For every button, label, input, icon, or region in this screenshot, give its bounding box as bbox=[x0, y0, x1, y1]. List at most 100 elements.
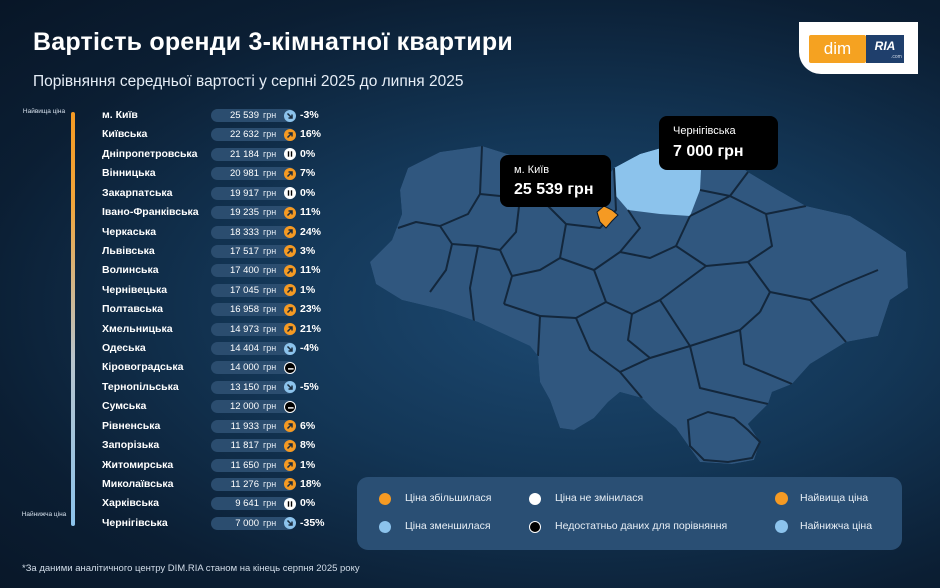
arrow-up-icon bbox=[284, 303, 296, 316]
price-change: 1% bbox=[300, 458, 316, 471]
arrow-up-icon bbox=[284, 264, 296, 277]
price-change: 8% bbox=[300, 439, 316, 452]
price-pill bbox=[211, 147, 295, 161]
region-name: Одеська bbox=[102, 342, 146, 355]
price-unit: грн bbox=[263, 381, 277, 392]
map-region-kyiv-city bbox=[596, 205, 619, 229]
region-name: м. Київ bbox=[102, 109, 138, 121]
price-value: 17 517 bbox=[229, 245, 259, 257]
region-name: Полтавська bbox=[102, 303, 163, 316]
legend-panel: Ціна збільшилася Ціна зменшилася Ціна не… bbox=[357, 477, 902, 550]
table-row: Полтавська 16 958 грн 23% bbox=[0, 300, 340, 319]
lowest-dot-icon bbox=[775, 520, 788, 533]
callout-highest-value: 25 539 грн bbox=[514, 181, 594, 198]
minus-icon bbox=[284, 400, 296, 413]
price-unit: грн bbox=[263, 323, 277, 334]
price-value: 14 404 bbox=[229, 343, 259, 355]
price-pill bbox=[211, 380, 295, 394]
table-row: Хмельницька 14 973 грн 21% bbox=[0, 320, 340, 339]
region-name: Вінницька bbox=[102, 167, 156, 180]
table-row: Чернівецька 17 045 грн 1% bbox=[0, 281, 340, 300]
region-name: Чернігівська bbox=[102, 516, 168, 529]
logo-ria-text: RIA bbox=[866, 35, 904, 63]
price-pill bbox=[211, 128, 295, 142]
region-name: Рівненська bbox=[102, 419, 161, 432]
arrow-up-icon bbox=[284, 459, 296, 472]
legend-nodata: Недостатньо даних для порівняння bbox=[555, 520, 728, 532]
footnote: *За даними аналітичного центру DIM.RIA с… bbox=[22, 563, 360, 574]
price-pill bbox=[211, 342, 295, 356]
price-pill bbox=[211, 186, 295, 200]
price-change: -4% bbox=[300, 342, 319, 355]
price-unit: грн bbox=[263, 420, 277, 431]
minus-icon bbox=[529, 521, 541, 533]
price-unit: грн bbox=[263, 284, 277, 295]
region-name: Київська bbox=[102, 128, 148, 141]
price-pill bbox=[211, 400, 295, 414]
arrow-down-icon bbox=[284, 109, 296, 122]
price-unit: грн bbox=[263, 129, 277, 140]
page-title: Вартість оренди 3-кімнатної квартири bbox=[33, 28, 513, 56]
table-row: Житомирська 11 650 грн 1% bbox=[0, 456, 340, 475]
arrow-up-icon bbox=[284, 167, 296, 180]
pause-icon bbox=[284, 148, 296, 161]
price-pill bbox=[211, 244, 295, 258]
scale-bottom-label: Найнижча ціна bbox=[21, 511, 67, 518]
price-change: -5% bbox=[300, 380, 319, 393]
price-change: 11% bbox=[300, 206, 321, 219]
price-unit: грн bbox=[263, 517, 277, 528]
price-change: 23% bbox=[300, 303, 322, 316]
pause-icon bbox=[284, 497, 296, 510]
price-value: 13 150 bbox=[229, 381, 259, 393]
table-row: Вінницька 20 981 грн 7% bbox=[0, 164, 340, 183]
price-unit: грн bbox=[263, 459, 277, 470]
region-name: Харківська bbox=[102, 497, 160, 510]
price-change: 0% bbox=[300, 497, 316, 510]
arrow-down-icon bbox=[379, 521, 391, 533]
callout-lowest-name: Чернігівська bbox=[673, 125, 736, 137]
arrow-up-icon bbox=[284, 128, 296, 141]
price-value: 19 235 bbox=[229, 207, 259, 219]
price-value: 14 000 bbox=[229, 362, 259, 374]
price-change: 3% bbox=[300, 244, 316, 257]
table-row: Сумська 12 000 грн bbox=[0, 397, 340, 416]
price-change: 6% bbox=[300, 419, 316, 432]
price-pill bbox=[211, 439, 295, 453]
arrow-up-icon bbox=[284, 323, 296, 336]
price-change: 0% bbox=[300, 147, 316, 160]
price-pill bbox=[211, 109, 295, 122]
price-value: 18 333 bbox=[229, 226, 259, 238]
price-pill bbox=[211, 516, 295, 530]
table-row: Харківська 9 641 грн 0% bbox=[0, 494, 340, 513]
price-pill bbox=[211, 225, 295, 239]
callout-lowest: Чернігівська 7 000 грн bbox=[659, 116, 778, 170]
price-unit: грн bbox=[263, 187, 277, 198]
price-change: 16% bbox=[300, 128, 322, 141]
price-pill bbox=[211, 458, 295, 472]
price-scale-gradient bbox=[71, 112, 75, 526]
arrow-up-icon bbox=[284, 478, 296, 491]
price-pill bbox=[211, 264, 295, 278]
dimria-logo[interactable]: dim RIA .com bbox=[799, 22, 918, 74]
region-name: Кіровоградська bbox=[102, 361, 184, 374]
table-row: Дніпропетровська 21 184 грн 0% bbox=[0, 145, 340, 164]
legend-lowest: Найнижча ціна bbox=[800, 520, 873, 532]
table-row: Черкаська 18 333 грн 24% bbox=[0, 223, 340, 242]
price-unit: грн bbox=[263, 440, 277, 451]
logo-com-text: .com bbox=[891, 54, 902, 60]
arrow-up-icon bbox=[284, 420, 296, 433]
arrow-down-icon bbox=[284, 381, 296, 394]
callout-highest-name: м. Київ bbox=[514, 164, 550, 176]
page-subtitle: Порівняння середньої вартості у серпні 2… bbox=[33, 73, 464, 90]
price-value: 20 981 bbox=[229, 168, 259, 180]
price-unit: грн bbox=[263, 245, 277, 256]
price-unit: грн bbox=[263, 265, 277, 276]
price-value: 19 917 bbox=[229, 187, 259, 199]
scale-top-label: Найвища ціна bbox=[22, 108, 66, 115]
price-change: -35% bbox=[300, 516, 325, 529]
price-value: 16 958 bbox=[229, 304, 259, 316]
arrow-down-icon bbox=[284, 342, 296, 355]
price-pill bbox=[211, 303, 295, 317]
legend-unchanged: Ціна не змінилася bbox=[555, 492, 644, 504]
price-change: 21% bbox=[300, 322, 322, 335]
